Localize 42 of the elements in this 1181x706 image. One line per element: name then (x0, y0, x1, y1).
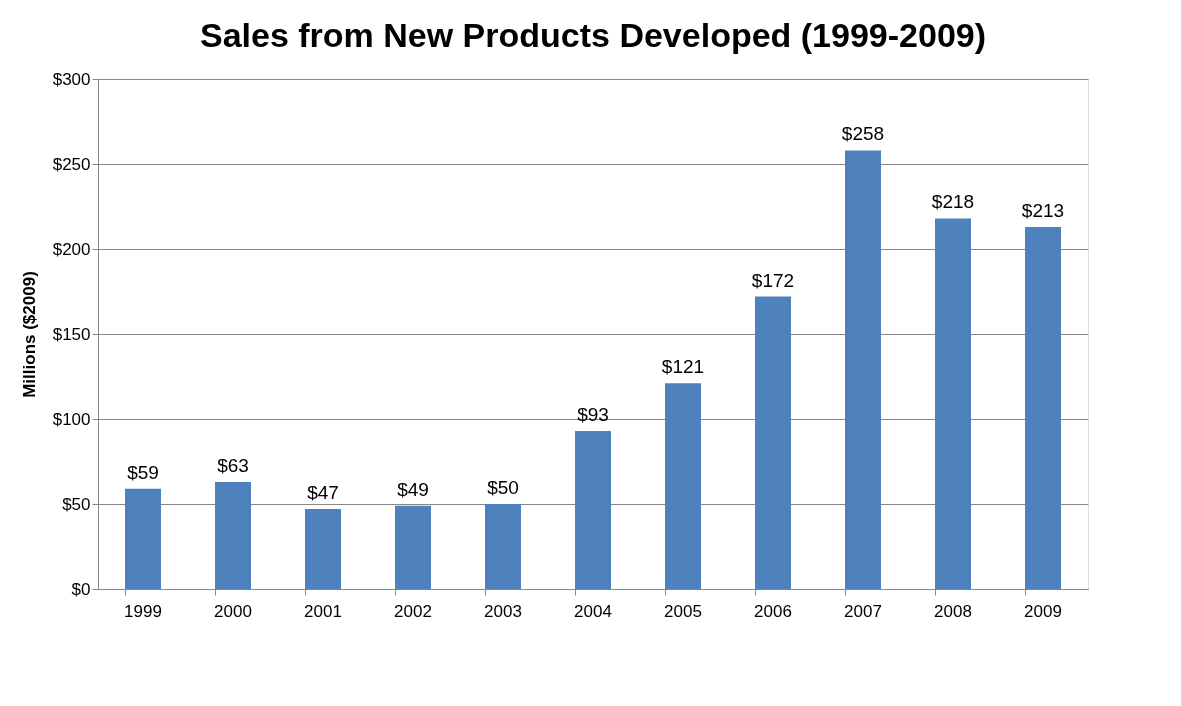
y-tick-label: $200 (52, 239, 91, 259)
bar (1025, 226, 1061, 589)
data-label: $59 (127, 461, 159, 483)
y-tick-label: $150 (52, 324, 91, 344)
y-tick-label: $100 (52, 409, 91, 429)
bar (665, 383, 701, 589)
bar (305, 509, 341, 589)
bar (395, 505, 431, 589)
x-tick-label: 2004 (574, 601, 612, 621)
data-label: $121 (661, 356, 705, 378)
bar (485, 504, 521, 589)
bar (845, 150, 881, 589)
bar (935, 218, 971, 589)
x-tick-label: 2005 (664, 601, 702, 621)
data-label: $63 (217, 454, 249, 476)
data-label: $50 (487, 477, 519, 498)
data-label: $93 (577, 403, 609, 425)
chart-title: Sales from New Products Developed (1999-2009) (199, 16, 987, 54)
y-tick-label: $250 (52, 154, 91, 174)
y-tick-label: $50 (62, 494, 91, 514)
x-tick-label: 2008 (934, 601, 972, 621)
data-label: $49 (397, 478, 429, 500)
bar (215, 481, 251, 589)
y-axis-title: Millions ($2009) (19, 271, 39, 398)
data-label: $172 (751, 269, 795, 291)
x-tick-label: 2002 (394, 601, 432, 621)
data-label: $218 (931, 191, 975, 213)
bar (755, 296, 791, 589)
data-label: $258 (841, 123, 885, 145)
data-label: $213 (1021, 199, 1065, 221)
y-tick-label: $0 (71, 579, 91, 599)
x-tick-label: 2006 (754, 601, 792, 621)
bar (125, 488, 161, 589)
x-tick-label: 2000 (214, 601, 252, 621)
x-tick-label: 2007 (844, 601, 882, 621)
x-tick-label: 2001 (304, 601, 342, 621)
x-tick-label: 2009 (1024, 601, 1062, 621)
x-tick-label: 2003 (484, 601, 522, 621)
x-tick-label: 1999 (124, 601, 162, 621)
bar (575, 430, 611, 589)
y-tick-label: $300 (52, 69, 91, 89)
data-label: $47 (307, 482, 339, 504)
